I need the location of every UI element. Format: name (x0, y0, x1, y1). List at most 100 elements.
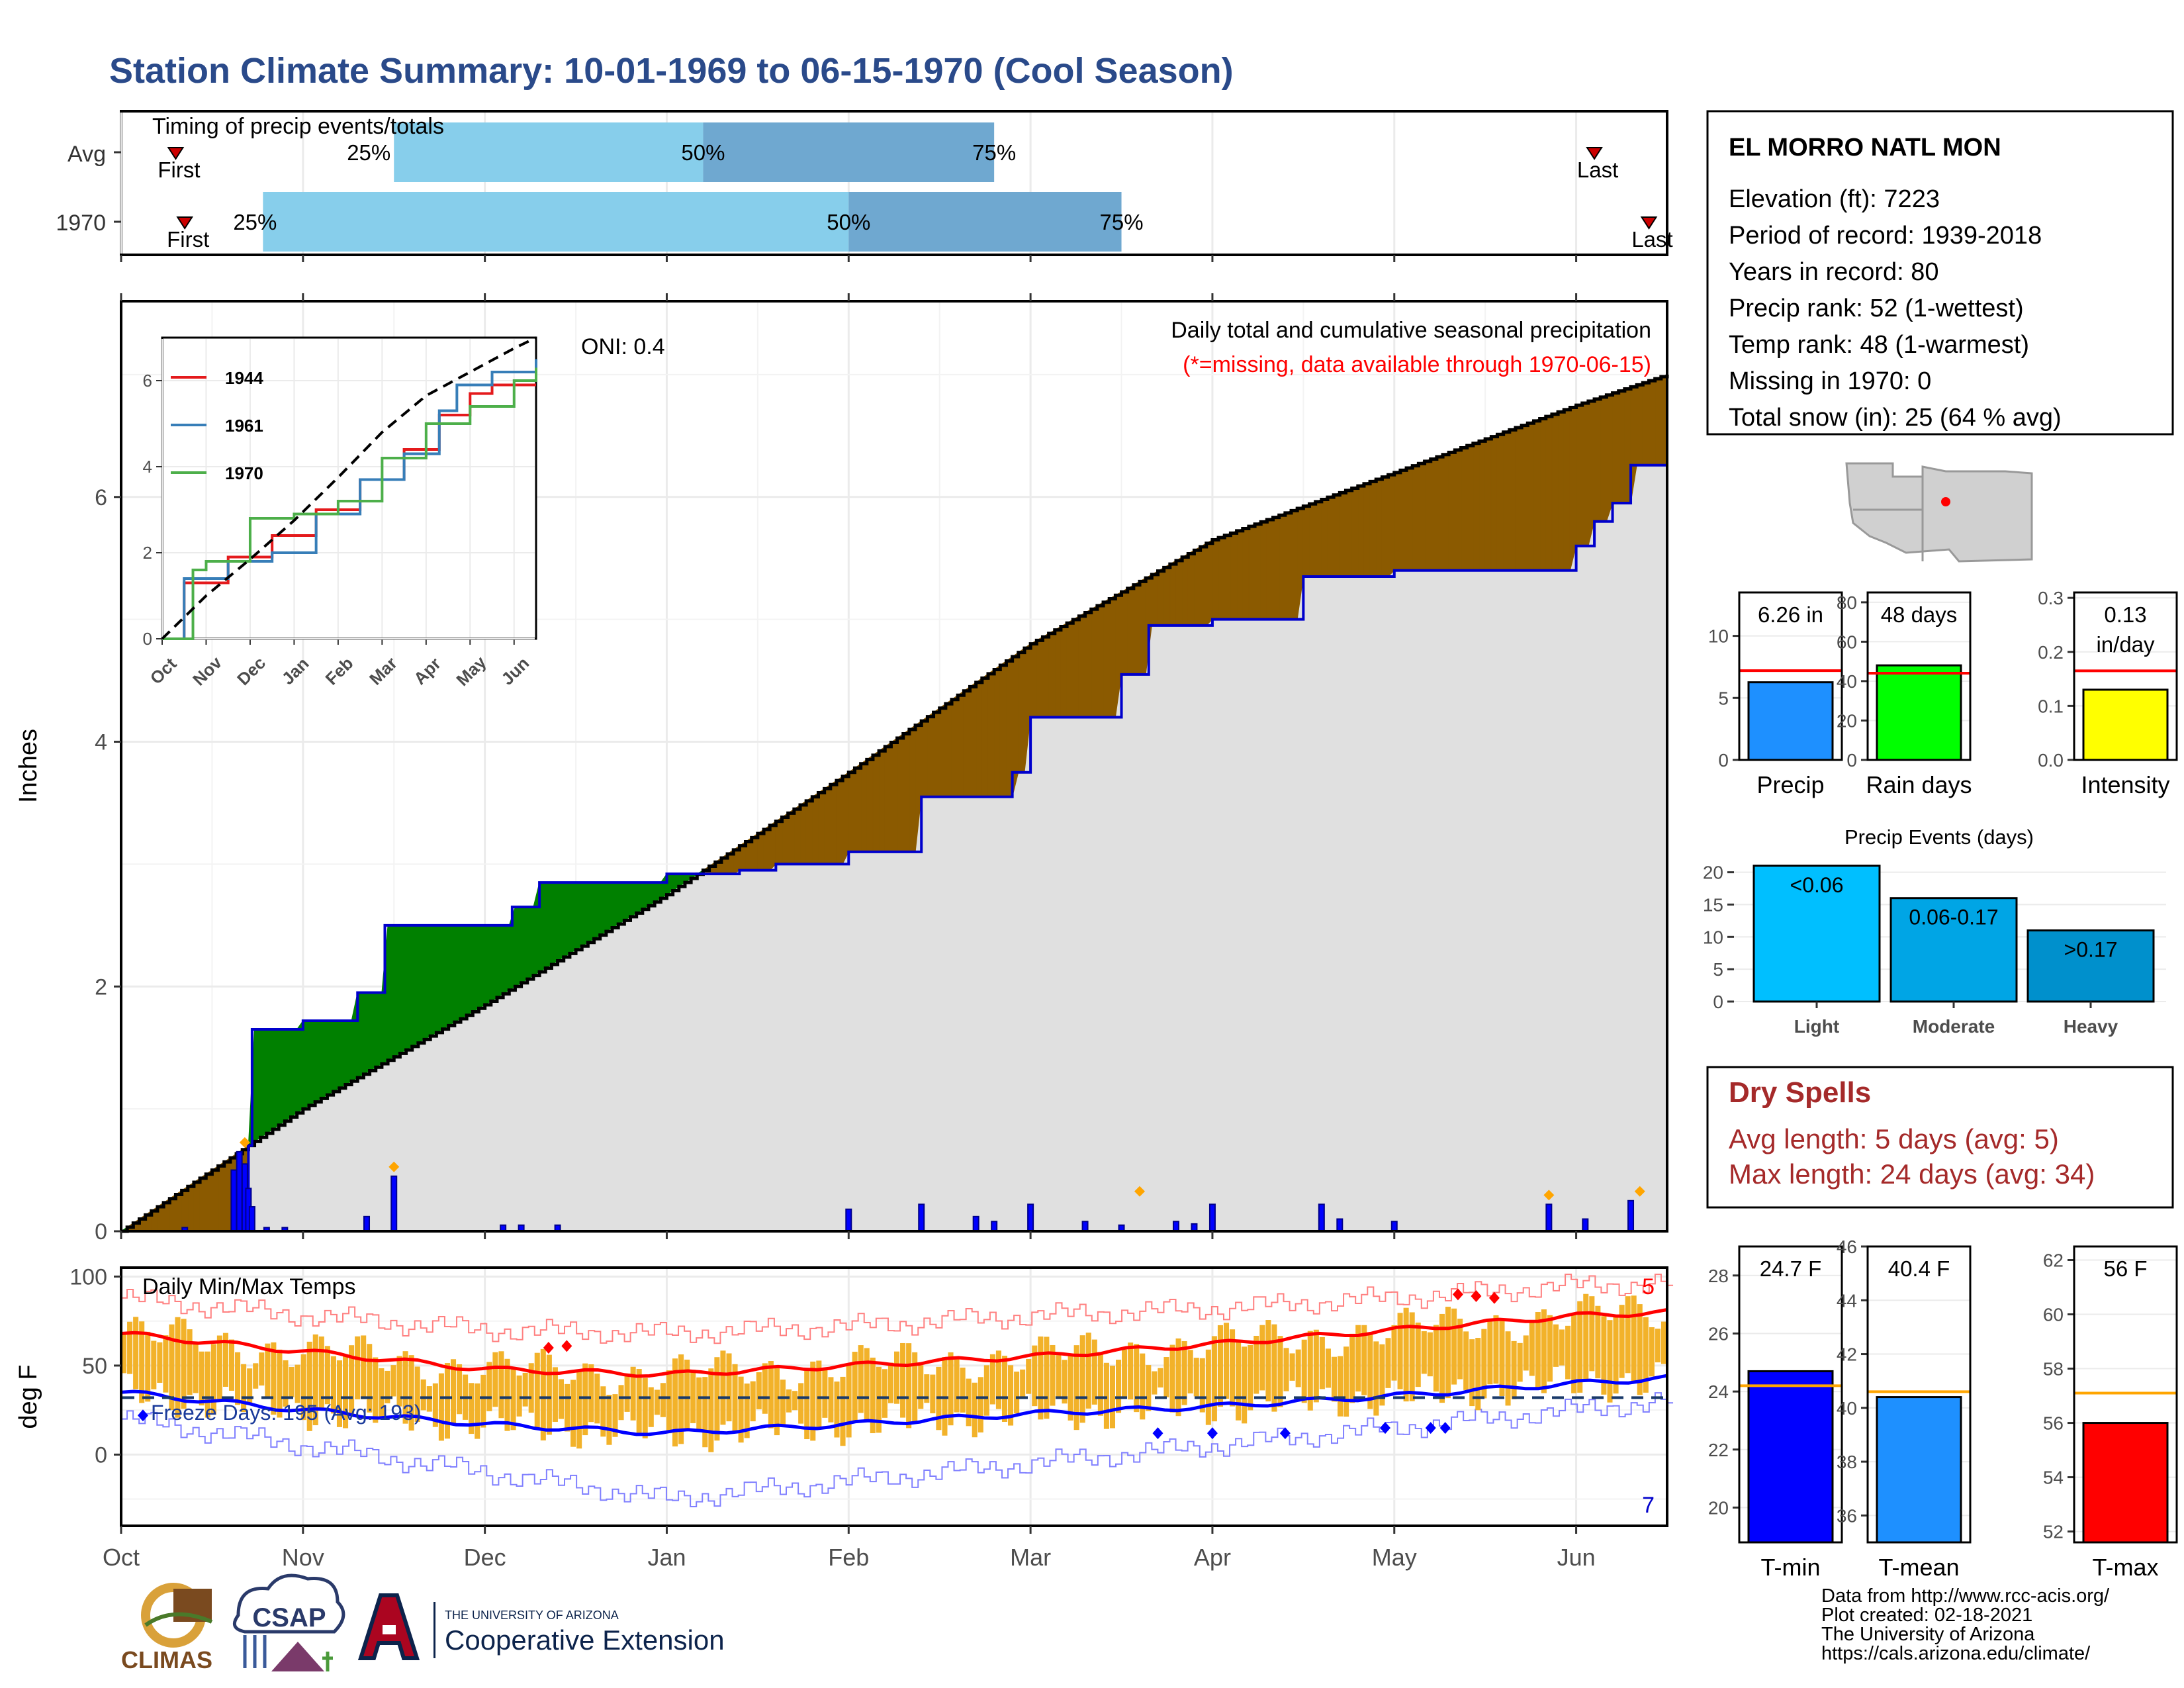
inset-series-avg (161, 336, 537, 640)
record-high-marker (1452, 1288, 1463, 1301)
daily-temp-range-bar (1248, 1344, 1253, 1411)
daily-temp-range-bar (1595, 1305, 1601, 1379)
below-average-area (1497, 432, 1504, 571)
precip-ytick-label: 0 (95, 1219, 107, 1244)
last-event-marker (1640, 216, 1658, 230)
summary-panel-intensity: 0.0 0.1 0.2 0.3 0.13 in/day Intensity (2038, 588, 2178, 798)
daily-temp-range-bar (1050, 1344, 1056, 1406)
below-average-area (1369, 479, 1377, 577)
above-average-area (442, 925, 449, 1030)
station-info-line: Period of record: 1939-2018 (1729, 222, 2042, 250)
below-average-area (860, 759, 868, 853)
above-average-area (278, 1029, 285, 1126)
temp-xtick-label: Nov (282, 1544, 324, 1571)
daily-temp-range-bar (1403, 1307, 1409, 1402)
daily-precip-bar (390, 1175, 398, 1232)
daily-temp-range-bar (582, 1363, 588, 1436)
below-average-area (1576, 402, 1583, 547)
daily-temp-range-bar (151, 1340, 157, 1389)
daily-temp-range-bar (565, 1383, 570, 1432)
temp-xtick-label: Dec (464, 1544, 506, 1571)
below-average-area (1212, 537, 1219, 620)
daily-temp-range-bar (175, 1317, 181, 1418)
temp-xtick-label: Mar (1010, 1544, 1051, 1571)
above-average-area (466, 925, 473, 1016)
daily-temp-range-bar (630, 1366, 636, 1421)
above-average-area (296, 1019, 304, 1114)
precip-ylabel: Inches (15, 729, 42, 803)
daily-temp-range-bar (954, 1356, 960, 1413)
daily-temp-range-bar (606, 1395, 612, 1445)
daily-temp-range-bar (1499, 1320, 1505, 1396)
inset-legend-label: 1961 (225, 416, 263, 436)
below-average-area (1236, 528, 1244, 620)
daily-temp-range-bar (894, 1351, 900, 1404)
dry-spells-max: Max length: 24 days (avg: 34) (1729, 1158, 2095, 1190)
daily-temp-range-bar (786, 1389, 792, 1413)
below-average-area (987, 669, 995, 798)
dry-spells-panel: Dry Spells Avg length: 5 days (avg: 5) M… (1706, 1066, 2174, 1209)
precip-events-panel: Precip Events (days) 0 5 10 15 20 <0.06 Light 0… (1703, 825, 2166, 1037)
below-average-area (884, 741, 891, 853)
above-average-area (490, 925, 498, 1002)
daily-temp-range-bar (966, 1378, 972, 1427)
credit-line-2: Plot created: 02-18-2021 (1821, 1605, 2032, 1626)
daily-temp-range-bar (1097, 1352, 1103, 1416)
below-average-area (1436, 453, 1443, 571)
daily-temp-range-bar (1655, 1329, 1661, 1363)
daily-temp-range-bar (828, 1377, 834, 1423)
summary-value-label: 48 days (1881, 602, 1958, 627)
daily-temp-range-bar (1355, 1325, 1361, 1392)
precip-events-title: Precip Events (days) (1844, 825, 2034, 849)
summary-ytick-label: 24 (1708, 1382, 1729, 1402)
daily-temp-range-bar (289, 1367, 295, 1397)
daily-temp-range-bar (1349, 1333, 1355, 1403)
above-average-area (460, 925, 467, 1019)
daily-temp-range-bar (1613, 1315, 1619, 1394)
daily-precip-bar (1318, 1203, 1325, 1233)
summary-panel-frame (1866, 1245, 1972, 1544)
summary-bars-temp: 20 22 24 26 28 24.7 F T-min 36 38 40 42 44 46 40.4 F T… (1708, 1237, 2178, 1581)
daily-temp-range-bar (918, 1365, 924, 1409)
summary-panel-t-max: 52 54 56 58 60 62 56 F T-max (2043, 1245, 2178, 1581)
above-average-area (412, 925, 419, 1047)
summary-ytick-label: 36 (1837, 1505, 1857, 1526)
below-average-area (1412, 463, 1419, 571)
daily-temp-range-bar (720, 1350, 726, 1425)
daily-temp-range-bar (1427, 1332, 1433, 1377)
dry-spells-title: Dry Spells (1729, 1076, 1871, 1109)
daily-temp-range-bar (330, 1356, 336, 1414)
daily-temp-range-bar (457, 1364, 463, 1415)
daily-temp-range-bar (882, 1369, 887, 1418)
below-average-area (1066, 619, 1073, 718)
daily-temp-range-bar (534, 1352, 540, 1430)
daily-temp-range-bar (1457, 1319, 1463, 1380)
daily-temp-range-bar (1505, 1331, 1511, 1406)
below-average-area (1381, 474, 1389, 577)
summary-panel-t-mean: 36 38 40 42 44 46 40.4 F T-mean (1837, 1237, 1972, 1581)
summary-ytick-label: 22 (1708, 1440, 1729, 1460)
daily-temp-range-bar (1397, 1313, 1403, 1389)
below-average-area (1545, 413, 1553, 571)
heavy-event-marker (388, 1161, 400, 1172)
precip-subtitle: (*=missing, data available through 1970-… (1183, 352, 1651, 377)
timing-p75-label: 75% (972, 140, 1016, 165)
below-average-area (1418, 461, 1426, 571)
above-average-area (363, 992, 371, 1075)
below-average-area (1388, 472, 1395, 578)
below-average-area (1042, 633, 1050, 718)
daily-temp-range-bar (1643, 1317, 1649, 1393)
below-average-area (1175, 556, 1183, 626)
record-high-line (121, 1274, 1674, 1344)
summary-ytick-label: 10 (1708, 626, 1729, 647)
daily-temp-range-bar (594, 1374, 600, 1424)
daily-temp-range-bar (948, 1352, 954, 1426)
daily-temp-range-bar (978, 1377, 983, 1432)
daily-temp-range-bar (1259, 1325, 1265, 1391)
dry-spells-avg: Avg length: 5 days (avg: 5) (1729, 1123, 2059, 1154)
daily-temp-range-bar (1230, 1329, 1236, 1407)
timing-p25-label: 25% (233, 210, 277, 234)
daily-temp-range-bar (1008, 1365, 1014, 1426)
below-average-area (933, 707, 940, 798)
summary-ytick-label: 20 (1708, 1497, 1729, 1518)
